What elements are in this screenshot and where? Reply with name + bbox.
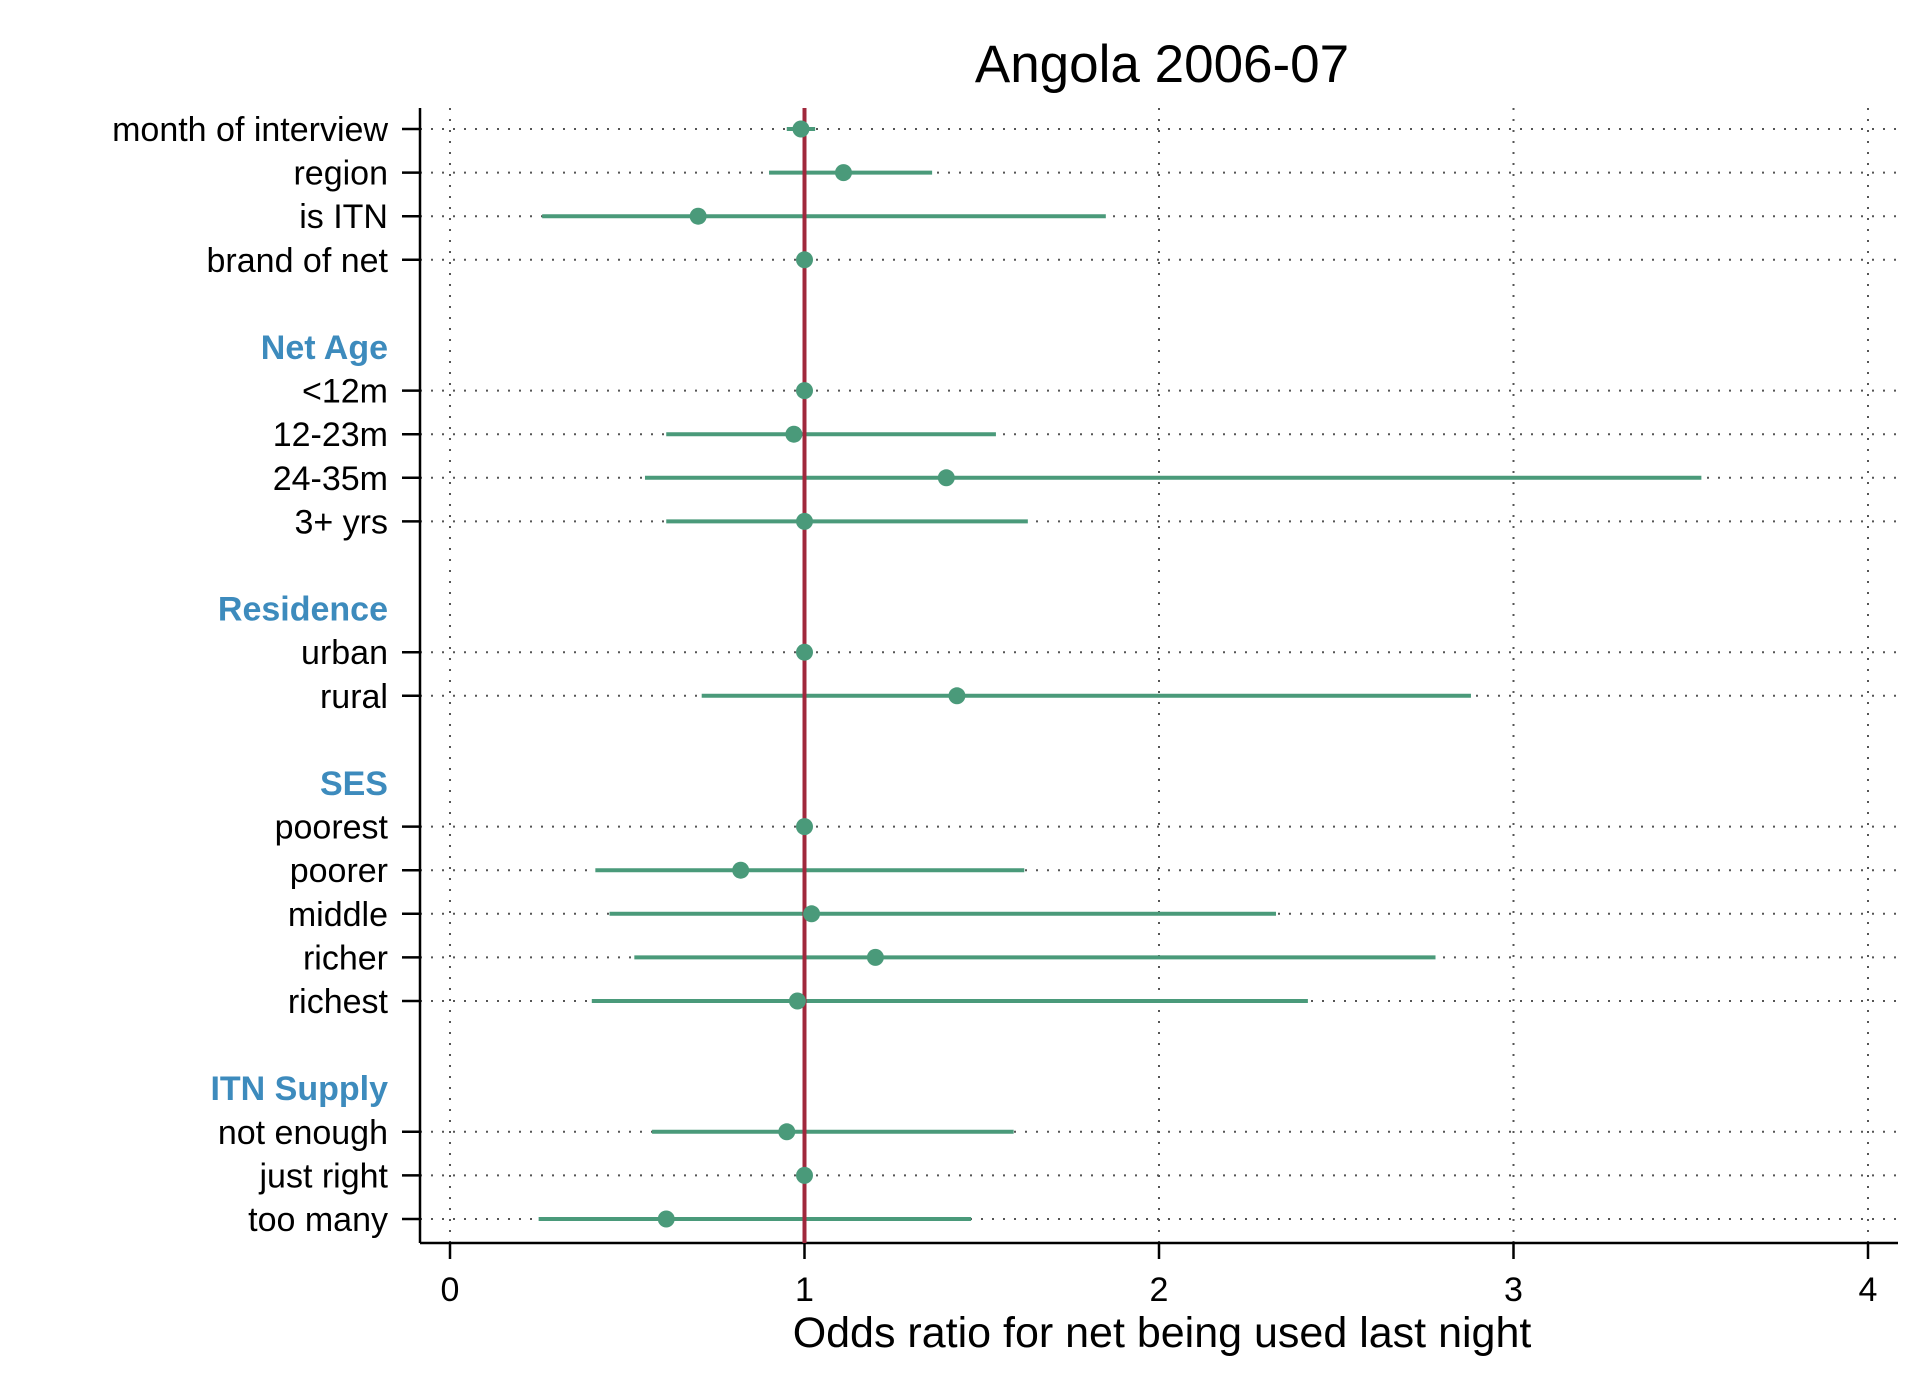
point-estimate [689, 207, 707, 225]
x-tick-label: 0 [441, 1271, 460, 1309]
point-estimate [866, 948, 884, 966]
row-label: brand of net [207, 242, 389, 280]
row-label: poorest [275, 809, 389, 847]
row-label: poorer [290, 852, 388, 890]
axis-layer: 0 1 2 3 4 [402, 108, 1898, 1309]
point-estimate [792, 120, 810, 138]
x-tick-label: 4 [1859, 1271, 1878, 1309]
row-label: too many [248, 1201, 388, 1239]
row-label: richest [288, 983, 389, 1021]
chart-title: Angola 2006-07 [975, 35, 1349, 94]
point-estimate [778, 1123, 796, 1141]
row-label: 12-23m [273, 416, 388, 454]
label-layer: month of interview region is ITN brand of n… [112, 111, 388, 1239]
point-estimate [785, 425, 803, 443]
group-label: Residence [218, 591, 388, 629]
group-label: Net Age [261, 329, 388, 367]
point-estimate [796, 382, 813, 400]
point-estimate [788, 992, 806, 1010]
x-tick-label: 2 [1150, 1271, 1169, 1309]
row-label: region [293, 155, 388, 193]
row-label: not enough [218, 1114, 388, 1152]
point-estimate [796, 1166, 813, 1184]
row-label: 3+ yrs [294, 503, 388, 541]
row-label: is ITN [299, 198, 388, 236]
point-estimate [796, 251, 813, 269]
row-label: richer [303, 939, 388, 977]
grid-layer [420, 108, 1898, 1243]
point-estimate [796, 818, 813, 836]
row-label: urban [301, 634, 388, 672]
point-estimate [803, 905, 821, 923]
point-estimate [657, 1210, 675, 1228]
point-estimate [732, 861, 750, 879]
point-estimate [834, 164, 852, 182]
point-estimate [796, 643, 813, 661]
marks-layer [538, 108, 1702, 1243]
x-tick-label: 3 [1504, 1271, 1523, 1309]
row-label: rural [320, 678, 388, 716]
row-label: just right [259, 1157, 389, 1195]
point-estimate [948, 687, 966, 705]
group-label: ITN Supply [210, 1070, 388, 1108]
x-axis-label: Odds ratio for net being used last night [793, 1309, 1532, 1357]
row-label: 24-35m [273, 460, 388, 498]
row-label: middle [288, 896, 388, 934]
point-estimate [937, 469, 955, 487]
point-estimate [796, 512, 813, 530]
row-label: <12m [302, 373, 388, 411]
x-tick-label: 1 [795, 1271, 814, 1309]
group-label: SES [320, 765, 388, 803]
row-label: month of interview [112, 111, 388, 149]
